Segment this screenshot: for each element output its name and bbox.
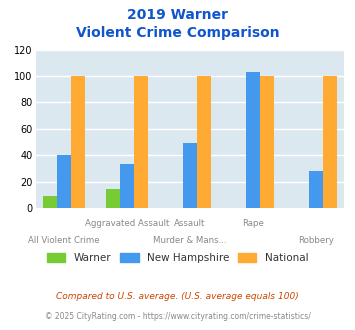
Text: Compared to U.S. average. (U.S. average equals 100): Compared to U.S. average. (U.S. average … [56,292,299,301]
Text: Violent Crime Comparison: Violent Crime Comparison [76,26,279,40]
Bar [260,76,274,208]
Text: Rape: Rape [242,219,264,228]
Bar [106,189,120,208]
Bar [246,72,260,208]
Text: © 2025 CityRating.com - https://www.cityrating.com/crime-statistics/: © 2025 CityRating.com - https://www.city… [45,312,310,321]
Bar [43,196,57,208]
Bar [134,76,148,208]
Legend: Warner, New Hampshire, National: Warner, New Hampshire, National [43,248,312,267]
Bar [197,76,211,208]
Text: Murder & Mans...: Murder & Mans... [153,236,227,245]
Bar [309,171,323,208]
Bar [57,155,71,208]
Text: Robbery: Robbery [298,236,334,245]
Text: Assault: Assault [174,219,206,228]
Bar [71,76,84,208]
Text: Aggravated Assault: Aggravated Assault [85,219,169,228]
Bar [120,164,134,208]
Bar [183,143,197,208]
Bar [323,76,337,208]
Text: All Violent Crime: All Violent Crime [28,236,100,245]
Text: 2019 Warner: 2019 Warner [127,8,228,22]
